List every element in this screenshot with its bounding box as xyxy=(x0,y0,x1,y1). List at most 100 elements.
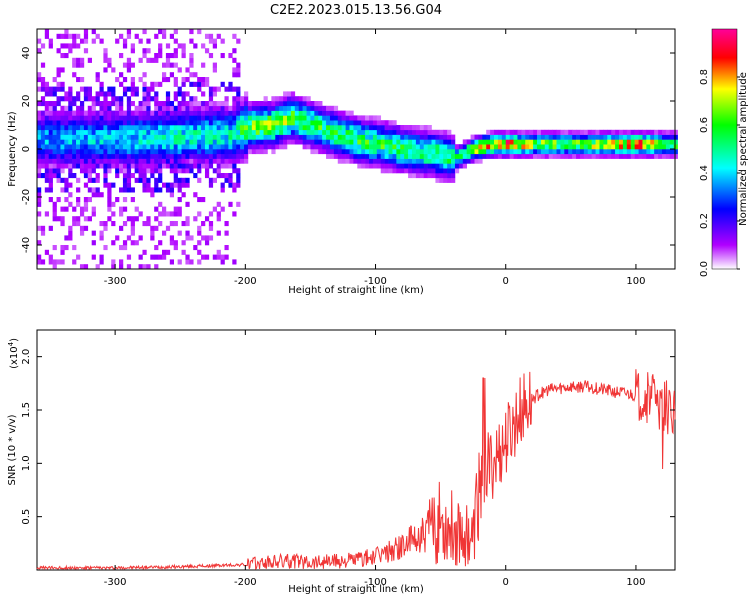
spectrogram-cell xyxy=(376,144,382,150)
spectrogram-cell xyxy=(216,158,221,164)
spectrogram-cell xyxy=(161,153,167,159)
spectrogram-cell xyxy=(142,149,147,155)
spectrogram-cell xyxy=(673,149,678,155)
spectrogram-cell xyxy=(44,144,50,150)
spectrogram-cell xyxy=(439,129,444,135)
spectrogram-cell xyxy=(654,149,659,155)
spectrogram-cell xyxy=(228,153,233,159)
spectrogram-cell xyxy=(423,144,428,150)
spectrogram-cell xyxy=(154,33,159,39)
spectrogram-cell xyxy=(111,139,116,145)
spectrogram-cell xyxy=(349,158,354,164)
spectrogram-cell xyxy=(68,153,73,159)
spectrogram-cell xyxy=(138,129,143,135)
spectrogram-cell xyxy=(216,125,221,131)
spectrogram-cell xyxy=(173,38,178,44)
spectrogram-cell xyxy=(44,105,50,111)
spectrogram-cell xyxy=(329,149,335,155)
spectrogram-cell xyxy=(505,134,510,140)
spectrogram-cell xyxy=(189,125,194,131)
spectrogram-cell xyxy=(474,134,479,140)
spectrogram-cell xyxy=(130,81,135,87)
spectrogram-cell xyxy=(357,158,362,164)
spectrogram-cell xyxy=(130,197,135,203)
spectrogram-cell xyxy=(72,115,77,121)
spectrogram-cell xyxy=(154,91,159,97)
spectrogram-cell xyxy=(415,139,421,145)
spectrogram-cell xyxy=(232,139,237,145)
spectrogram-cell xyxy=(76,77,81,83)
spectrogram-cell xyxy=(255,120,260,126)
spectrogram-cell xyxy=(302,101,307,107)
spectrogram-cell xyxy=(228,105,233,111)
spectrogram-cell xyxy=(130,225,135,231)
spectrogram-cell xyxy=(470,144,475,150)
spectrogram-cell xyxy=(513,129,518,135)
spectrogram-cell xyxy=(161,77,167,83)
spectrogram-cell xyxy=(197,134,202,140)
spectrogram-cell xyxy=(298,96,303,102)
spectrogram-cell xyxy=(165,62,171,68)
spectrogram-cell xyxy=(60,81,65,87)
spectrogram-cell xyxy=(603,139,608,145)
spectrogram-cell xyxy=(220,158,225,164)
spectrogram-cell xyxy=(52,115,57,121)
spectrogram-cell xyxy=(404,158,409,164)
spectrogram-cell xyxy=(650,144,655,150)
spectrogram-cell xyxy=(119,139,124,145)
spectrogram-cell xyxy=(599,144,604,150)
spectrogram-cell xyxy=(411,134,417,140)
spectrogram-cell xyxy=(158,134,163,140)
spectrogram-cell xyxy=(169,62,175,68)
spectrogram-cell xyxy=(529,139,534,145)
spectrogram-cell xyxy=(591,139,596,145)
spectrogram-cell xyxy=(591,144,596,150)
spectrogram-cell xyxy=(361,153,366,159)
spectrogram-cell xyxy=(267,129,272,135)
spectrogram-cell xyxy=(560,139,565,145)
spectrogram-cell xyxy=(197,230,202,236)
spectrogram-cell xyxy=(169,115,175,121)
spectrogram-cell xyxy=(224,177,229,183)
spectrogram-cell xyxy=(216,115,221,121)
spectrogram-cell xyxy=(122,91,128,97)
spectrogram-cell xyxy=(126,216,132,222)
spectrogram-cell xyxy=(44,86,50,92)
spectrogram-cell xyxy=(185,120,190,126)
spectrogram-cell xyxy=(111,163,116,169)
spectrogram-cell xyxy=(181,91,186,97)
spectrogram-cell xyxy=(197,81,202,87)
spectrogram-cell xyxy=(146,177,151,183)
spectrogram-cell xyxy=(103,101,108,107)
spectrogram-cell xyxy=(146,163,151,169)
spectrogram-cell xyxy=(224,173,229,179)
spectrogram-cell xyxy=(204,77,210,83)
spectrogram-cell xyxy=(326,149,331,155)
spectrogram-cell xyxy=(333,153,339,159)
spectrogram-cell xyxy=(91,177,96,183)
spectrogram-cell xyxy=(333,134,339,140)
spectrogram-cell xyxy=(87,158,92,164)
spectrogram-cell xyxy=(181,96,186,102)
spectrogram-cell xyxy=(193,216,198,222)
spectrogram-cell xyxy=(427,139,432,145)
spectrogram-cell xyxy=(60,168,65,174)
spectrogram-cell xyxy=(283,134,288,140)
spectrogram-cell xyxy=(161,149,167,155)
spectrogram-cell xyxy=(119,110,124,116)
spectrogram-cell xyxy=(122,187,128,193)
spectrogram-cell xyxy=(197,177,202,183)
spectrogram-cell xyxy=(345,110,350,116)
spectrogram-cell xyxy=(462,153,467,159)
spectrogram-cell xyxy=(318,144,323,150)
spectrogram-cell xyxy=(251,105,257,111)
spectrogram-cell xyxy=(220,153,225,159)
spectrogram-cell xyxy=(60,53,65,59)
spectrogram-cell xyxy=(99,105,104,111)
spectrogram-cell xyxy=(60,206,65,212)
spectrogram-cell xyxy=(478,134,483,140)
snr-y-tick-label: 2.0 xyxy=(21,349,32,365)
spectrogram-cell xyxy=(189,134,194,140)
